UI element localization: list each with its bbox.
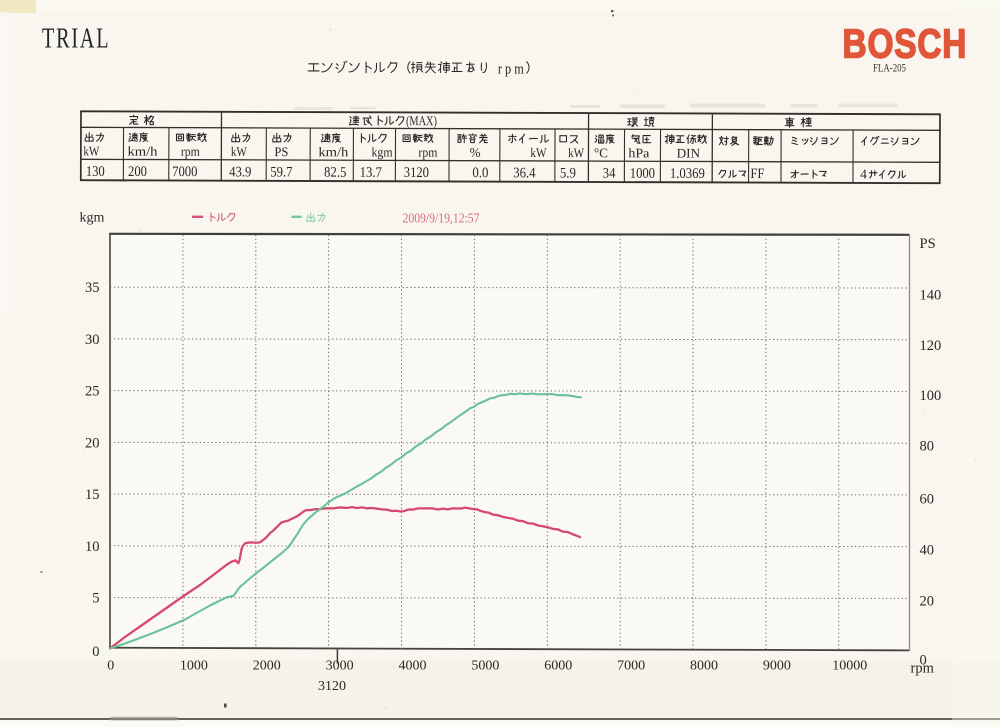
svg-text:5: 5	[92, 591, 99, 607]
svg-text:0: 0	[920, 653, 927, 669]
svg-text:km/h: km/h	[318, 144, 349, 159]
svg-text:FF: FF	[750, 166, 764, 182]
svg-text:kW: kW	[530, 145, 547, 160]
svg-text:40: 40	[920, 543, 935, 559]
svg-text:140: 140	[920, 288, 942, 304]
svg-text:kgm: kgm	[372, 144, 394, 159]
svg-text:BOSCH: BOSCH	[843, 20, 968, 66]
svg-text:1000: 1000	[630, 166, 655, 182]
svg-text:7000: 7000	[172, 164, 197, 180]
svg-text:20: 20	[85, 435, 100, 451]
svg-text:82.5: 82.5	[324, 165, 346, 181]
svg-text:3000: 3000	[326, 659, 354, 674]
svg-text:kW: kW	[231, 144, 248, 159]
svg-text:35: 35	[85, 280, 100, 296]
svg-text:rpm: rpm	[418, 145, 438, 160]
svg-text:36.4: 36.4	[513, 165, 536, 181]
svg-text:kgm: kgm	[80, 211, 105, 226]
svg-text:10000: 10000	[832, 659, 867, 674]
svg-text:25: 25	[85, 384, 100, 400]
svg-text:hPa: hPa	[628, 145, 649, 160]
svg-text:43.9: 43.9	[229, 164, 251, 180]
svg-text:9000: 9000	[763, 659, 791, 674]
svg-text:6000: 6000	[544, 659, 572, 674]
svg-text:8000: 8000	[690, 659, 718, 674]
svg-text:60: 60	[920, 492, 935, 508]
svg-text:15: 15	[85, 487, 100, 503]
svg-text:FLA-205: FLA-205	[873, 63, 906, 75]
svg-text:(MAX): (MAX)	[406, 113, 437, 128]
svg-text:0.0: 0.0	[472, 165, 488, 181]
svg-text:TRIAL: TRIAL	[42, 23, 110, 54]
svg-text:80: 80	[920, 438, 935, 454]
svg-text:2000: 2000	[253, 659, 281, 674]
svg-text:0: 0	[92, 644, 99, 660]
svg-text:59.7: 59.7	[270, 164, 292, 180]
svg-text:7000: 7000	[617, 659, 645, 674]
svg-text:km/h: km/h	[127, 144, 158, 159]
svg-text:PS: PS	[920, 236, 936, 252]
svg-text:0: 0	[107, 659, 114, 674]
svg-text:3120: 3120	[404, 165, 429, 181]
svg-text:rpm: rpm	[911, 661, 935, 677]
svg-text:100: 100	[920, 388, 942, 404]
svg-text:1.0369: 1.0369	[670, 166, 705, 182]
svg-text:130: 130	[86, 164, 105, 180]
svg-text:10: 10	[85, 539, 100, 555]
svg-text:5.9: 5.9	[560, 165, 576, 181]
svg-text:°C: °C	[594, 145, 608, 160]
svg-text:%: %	[470, 145, 481, 160]
svg-text:4: 4	[860, 167, 867, 182]
svg-text:rpm: rpm	[181, 144, 201, 159]
svg-text:120: 120	[920, 338, 942, 354]
svg-text:1000: 1000	[180, 659, 208, 674]
svg-text:30: 30	[85, 332, 100, 348]
svg-text:4000: 4000	[399, 659, 427, 674]
svg-text:r p m: r p m	[498, 61, 525, 77]
svg-text:PS: PS	[274, 144, 288, 159]
svg-text:3120: 3120	[318, 679, 346, 694]
svg-text:5000: 5000	[471, 659, 499, 674]
svg-text:kW: kW	[568, 145, 585, 160]
svg-text:kW: kW	[83, 143, 100, 158]
svg-text:34: 34	[603, 166, 616, 182]
svg-text:DIN: DIN	[677, 145, 701, 160]
svg-text:2009/9/19,12:57: 2009/9/19,12:57	[403, 211, 480, 226]
svg-text:200: 200	[128, 164, 147, 180]
svg-text:13.7: 13.7	[360, 165, 382, 181]
svg-text:20: 20	[920, 594, 935, 610]
